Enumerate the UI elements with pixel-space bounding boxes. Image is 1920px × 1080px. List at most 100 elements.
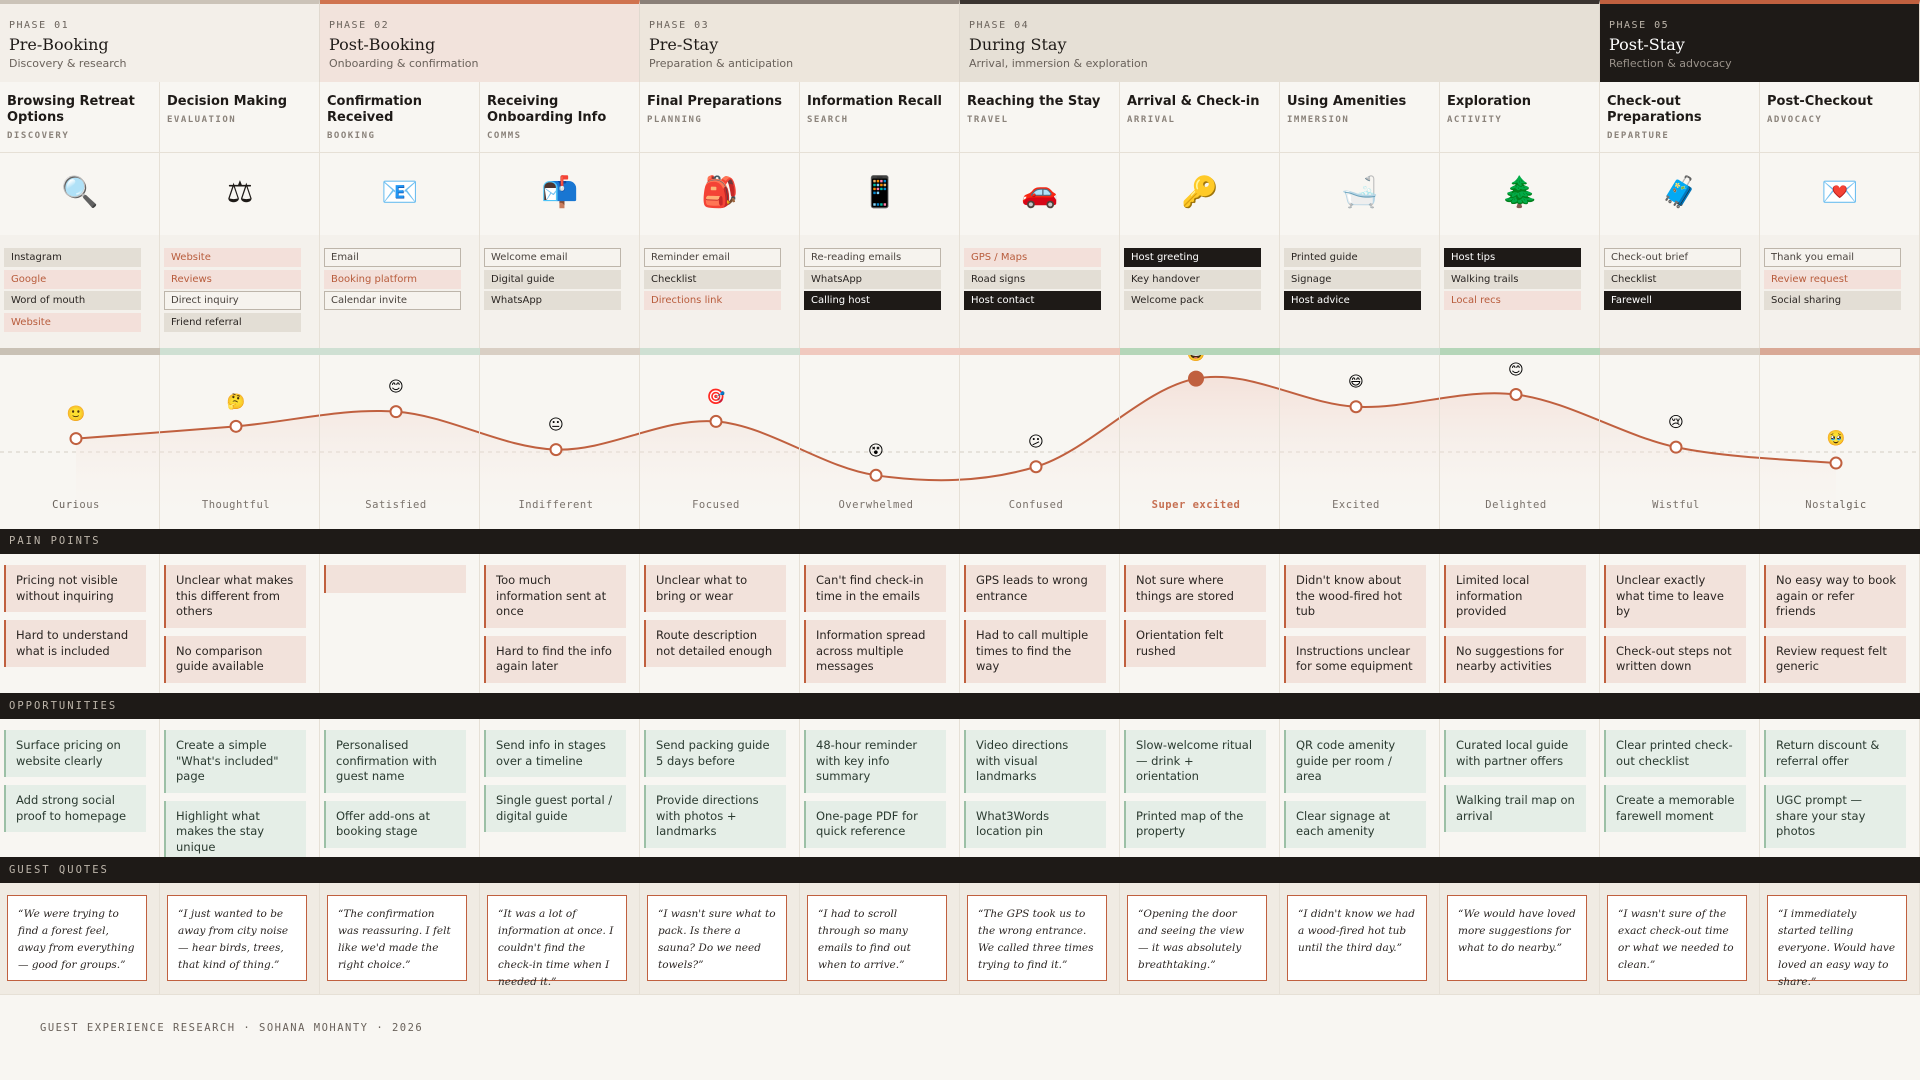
touchpoint: Re-reading emails — [804, 248, 941, 267]
phase-subtitle: Reflection & advocacy — [1609, 57, 1732, 70]
opportunity-card: Walking trail map on arrival — [1444, 785, 1586, 832]
step-tag: BOOKING — [327, 131, 376, 141]
opportunity-card: What3Words location pin — [964, 800, 1106, 848]
opportunity-card: Personalised confirmation with guest nam… — [324, 730, 466, 793]
touchpoint: Reminder email — [644, 248, 781, 267]
step-header: Reaching the Stay TRAVEL — [960, 82, 1120, 153]
pain-card: Review request felt generic — [1764, 635, 1906, 683]
pain-card: Instructions unclear for some equipment — [1284, 635, 1426, 683]
touchpoint: Farewell — [1604, 291, 1741, 310]
quote-card: “We were trying to find a forest feel, a… — [7, 895, 147, 981]
phase-strip — [1280, 348, 1440, 355]
emotion-dot — [869, 468, 883, 482]
touchpoint: Social sharing — [1764, 291, 1901, 310]
pain-card: Information spread across multiple messa… — [804, 620, 946, 683]
emotion-dot — [69, 432, 83, 446]
opportunity-card: Create a simple "What's included" page — [164, 730, 306, 793]
pain-card: Route description not detailed enough — [644, 620, 786, 667]
opportunity-card: Add strong social proof to homepage — [4, 785, 146, 832]
opportunity-column: Personalised confirmation with guest nam… — [324, 730, 466, 848]
step-icon: 🎒 — [701, 175, 739, 210]
phase-strip — [480, 348, 640, 355]
quote-card: “It was a lot of information at once. I … — [487, 895, 627, 988]
step-header: Information Recall SEARCH — [800, 82, 960, 153]
quotes-bg — [0, 883, 1920, 994]
opportunity-card: Provide directions with photos + landmar… — [644, 785, 786, 848]
step-icon: 🚗 — [1021, 175, 1059, 210]
step-tag: EVALUATION — [167, 115, 237, 125]
step-title: Check-out Preparations DEPARTURE — [1607, 94, 1753, 144]
step-icon: 📱 — [861, 175, 899, 210]
step-icon: ⚖ — [226, 175, 254, 210]
opportunity-card: Video directions with visual landmarks — [964, 730, 1106, 793]
opportunity-card: Return discount & referral offer — [1764, 730, 1906, 777]
emotion-dot — [1829, 456, 1843, 470]
step-icon: 📬 — [541, 175, 579, 210]
step-header: Decision Making EVALUATION — [160, 82, 320, 153]
quote-card: “I didn't know we had a wood-fired hot t… — [1287, 895, 1427, 981]
touchpoint: Checklist — [644, 269, 781, 289]
touchpoint: Road signs — [964, 269, 1101, 289]
step-tag: DISCOVERY — [7, 131, 70, 141]
section-header: OPPORTUNITIES — [0, 693, 1920, 719]
quote-card: “Opening the door and seeing the view — … — [1127, 895, 1267, 981]
pain-column — [324, 565, 466, 593]
touchpoint: Directions link — [644, 291, 781, 310]
section-header: GUEST QUOTES — [0, 857, 1920, 883]
pain-card: Unclear exactly what time to leave by — [1604, 565, 1746, 628]
pain-column: Pricing not visible without inquiring Har… — [4, 565, 146, 667]
pain-card: Had to call multiple times to find the w… — [964, 620, 1106, 683]
pain-column: Unclear what makes this different from o… — [164, 565, 306, 683]
step-tag: DEPARTURE — [1607, 131, 1670, 141]
opportunity-card: Clear printed check-out checklist — [1604, 730, 1746, 777]
emotion-emoji: 🤩 — [1187, 355, 1206, 363]
pain-column: No easy way to book again or refer frien… — [1764, 565, 1906, 683]
touchpoint: Welcome pack — [1124, 291, 1261, 310]
pain-column: Unclear what to bring or wear Route descr… — [644, 565, 786, 667]
section-header: PAIN POINTS — [0, 529, 1920, 554]
pain-card: Can't find check-in time in the emails — [804, 565, 946, 612]
pain-column: Not sure where things are stored Orientat… — [1124, 565, 1266, 667]
opportunity-column: Clear printed check-out checklist Create … — [1604, 730, 1746, 832]
phase-strip — [640, 348, 800, 355]
phase-number: PHASE 05 — [1609, 20, 1670, 31]
pain-column: GPS leads to wrong entrance Had to call m… — [964, 565, 1106, 683]
step-title: Post-Checkout ADVOCACY — [1767, 94, 1913, 128]
step-title: Reaching the Stay TRAVEL — [967, 94, 1113, 128]
emotion-dot — [1188, 370, 1204, 387]
pain-card: Not sure where things are stored — [1124, 565, 1266, 612]
emotion-emoji: 😊 — [1508, 360, 1524, 378]
step-title: Decision Making EVALUATION — [167, 94, 313, 128]
touchpoint: Thank you email — [1764, 248, 1901, 267]
step-tag: IMMERSION — [1287, 115, 1350, 125]
opportunity-card: One-page PDF for quick reference — [804, 800, 946, 848]
step-tag: ADVOCACY — [1767, 115, 1823, 125]
emotion-dot — [1029, 460, 1043, 474]
quote-card: “I just wanted to be away from city nois… — [167, 895, 307, 981]
phase-subtitle: Onboarding & confirmation — [329, 57, 479, 70]
opportunity-column: 48-hour reminder with key info summary On… — [804, 730, 946, 848]
phase-number: PHASE 03 — [649, 20, 710, 31]
step-icon: 📧 — [381, 175, 419, 210]
touchpoint: WhatsApp — [484, 291, 621, 310]
phase-subtitle: Arrival, immersion & exploration — [969, 57, 1148, 70]
opportunity-card: Clear signage at each amenity — [1284, 800, 1426, 848]
phase-header: PHASE 05 Post-Stay Reflection & advocacy — [1600, 0, 1920, 82]
phase-title: Post-Stay — [1609, 35, 1685, 54]
phase-subtitle: Preparation & anticipation — [649, 57, 794, 70]
quote-card: “I wasn't sure of the exact check-out ti… — [1607, 895, 1747, 981]
touchpoint: Welcome email — [484, 248, 621, 267]
touchpoint: Reviews — [164, 269, 301, 289]
opportunity-card: Single guest portal / digital guide — [484, 785, 626, 832]
pain-card: Didn't know about the wood-fired hot tub — [1284, 565, 1426, 628]
opportunity-card: 48-hour reminder with key info summary — [804, 730, 946, 793]
phase-header: PHASE 04 During Stay Arrival, immersion & … — [960, 0, 1600, 82]
step-tag: COMMS — [487, 131, 522, 141]
pain-column: Limited local information provided No sug… — [1444, 565, 1586, 683]
phase-header: PHASE 02 Post-Booking Onboarding & confirm… — [320, 0, 640, 82]
touchpoint: Host contact — [964, 291, 1101, 310]
phase-number: PHASE 02 — [329, 20, 390, 31]
touchpoint-bg — [0, 235, 1920, 348]
emotion-curve-area: CuriousThoughtfulSatisfiedIndifferentFoc… — [0, 355, 1920, 529]
touchpoint: Checklist — [1604, 269, 1741, 289]
